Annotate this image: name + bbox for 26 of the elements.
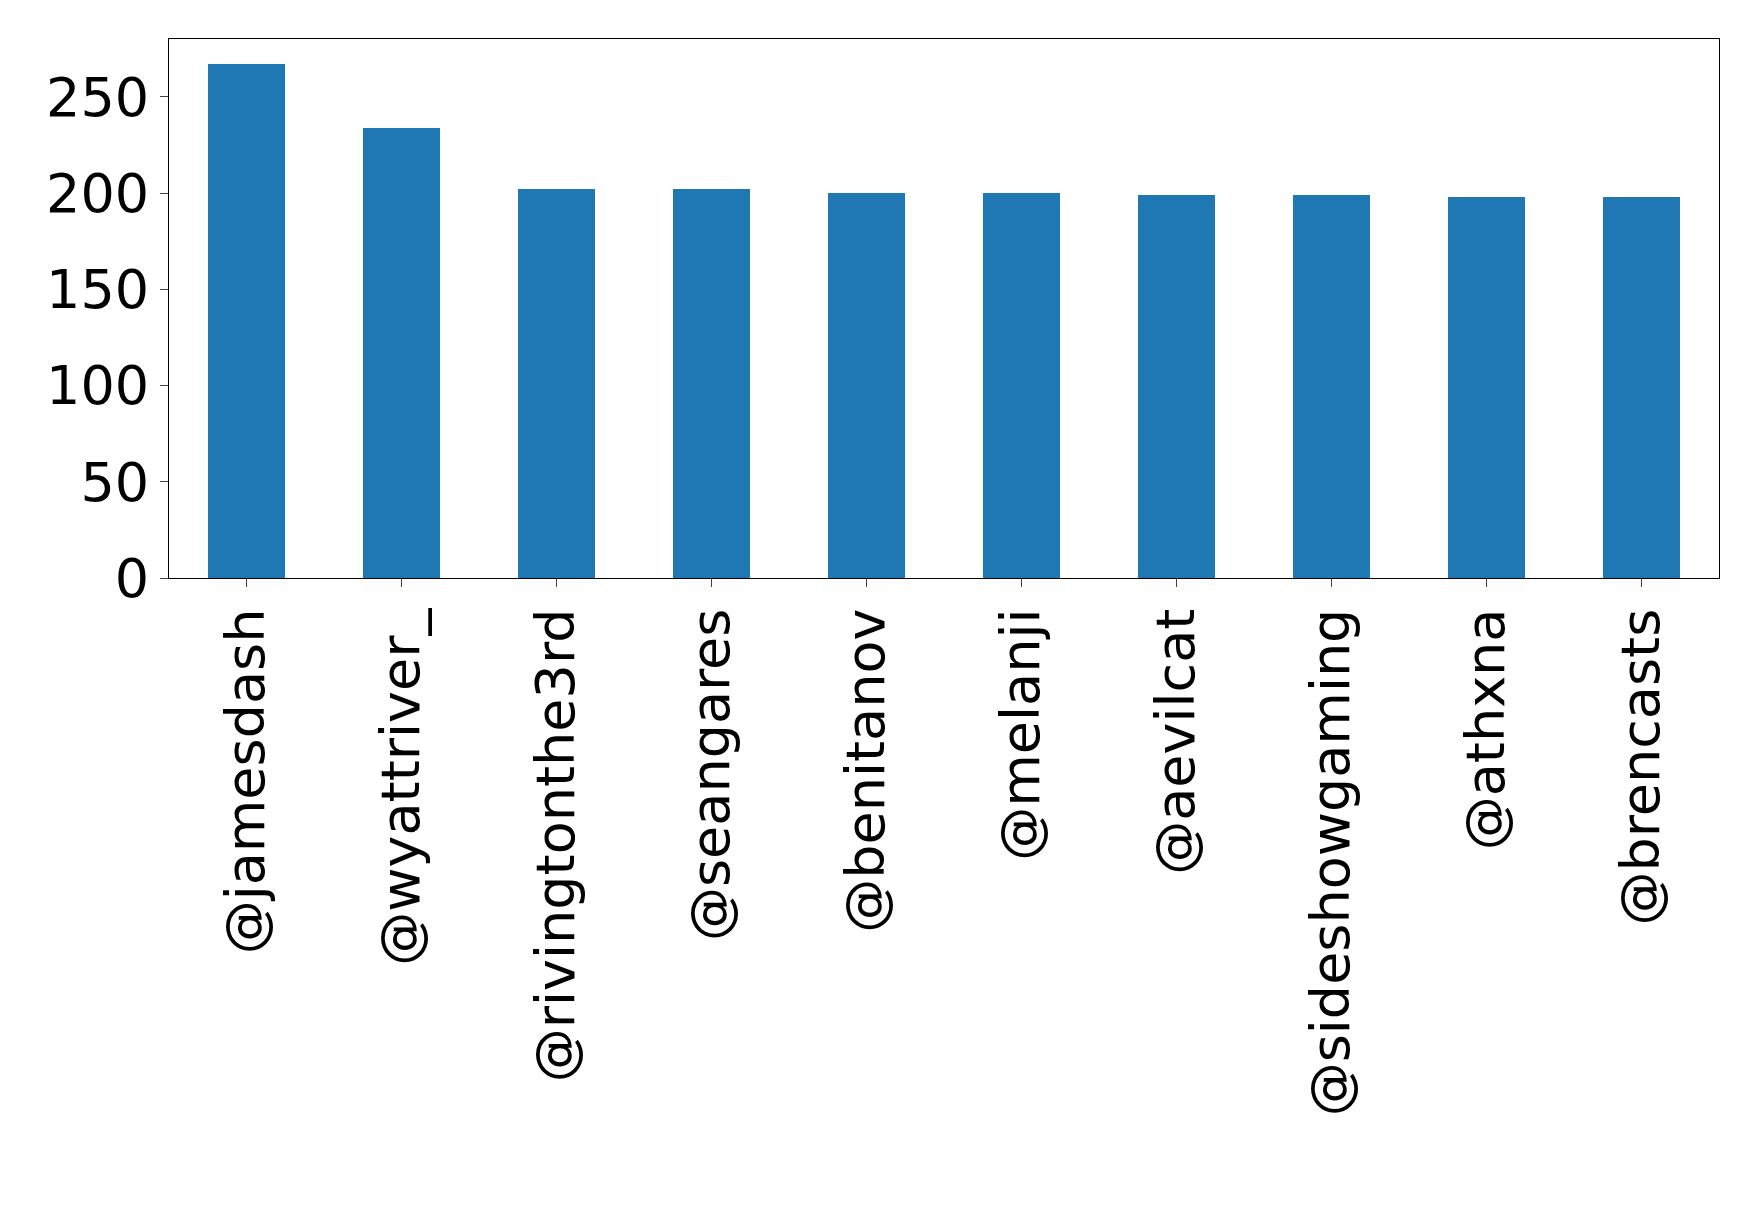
- bar: [673, 189, 750, 578]
- y-tick-label: 200: [46, 161, 150, 225]
- bar: [983, 193, 1060, 578]
- bar: [208, 64, 285, 578]
- x-tick-label: @melanji: [989, 608, 1053, 861]
- x-tick-label: @benitanov: [834, 608, 898, 933]
- y-tick-label: 250: [46, 65, 150, 129]
- y-tick-label: 100: [46, 354, 150, 418]
- x-tick-label: @rivingtonthe3rd: [524, 608, 588, 1083]
- y-tick-label: 50: [80, 450, 150, 514]
- y-tick-label: 150: [46, 258, 150, 322]
- x-tick-label: @seangares: [679, 608, 743, 942]
- bar: [518, 189, 595, 578]
- x-tick-label: @athxna: [1454, 608, 1518, 851]
- bar: [828, 193, 905, 578]
- bar: [1138, 195, 1215, 578]
- bar: [1603, 197, 1680, 578]
- x-tick-label: @brencasts: [1609, 608, 1673, 926]
- x-tick-label: @sideshowgaming: [1299, 608, 1363, 1117]
- x-tick-label: @aevilcat: [1144, 608, 1208, 875]
- bar: [363, 128, 440, 578]
- x-tick-label: @jamesdash: [214, 608, 278, 955]
- x-tick-label: @wyattriver_: [369, 607, 433, 966]
- bar: [1448, 197, 1525, 578]
- bar: [1293, 195, 1370, 578]
- y-tick-label: 0: [114, 546, 150, 610]
